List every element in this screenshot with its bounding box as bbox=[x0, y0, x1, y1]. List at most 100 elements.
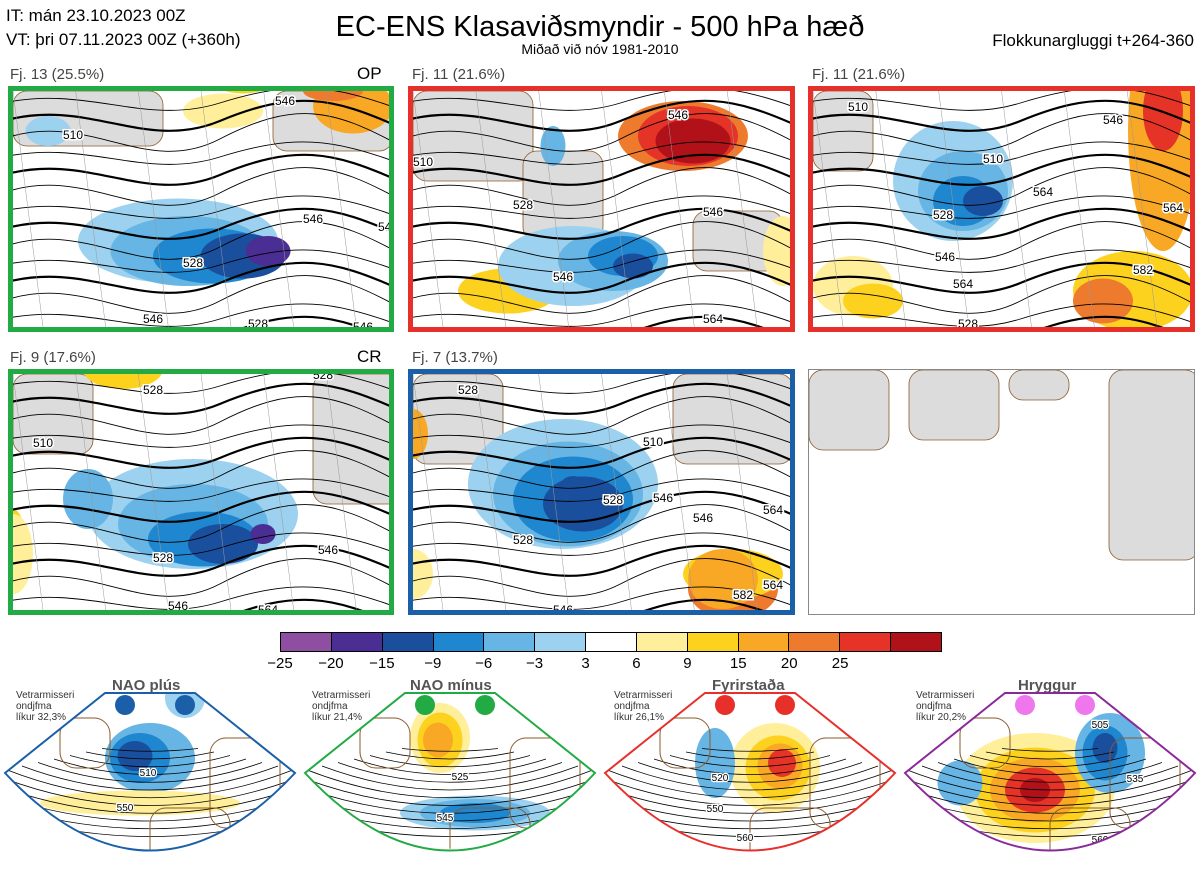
height-contour bbox=[413, 396, 790, 435]
height-contour bbox=[813, 153, 1190, 186]
contour-label: 528 bbox=[458, 383, 478, 397]
regime-contour bbox=[969, 755, 1131, 768]
height-contour bbox=[643, 315, 764, 327]
height-contour bbox=[413, 91, 790, 111]
contour-label: 528 bbox=[248, 317, 268, 327]
height-contour bbox=[13, 207, 389, 240]
land-mass bbox=[908, 370, 1000, 441]
regime-contour bbox=[369, 755, 531, 768]
anomaly-fill bbox=[250, 524, 276, 544]
height-contour bbox=[413, 558, 790, 597]
contour-label: 528 bbox=[958, 317, 978, 327]
height-contour bbox=[243, 598, 363, 610]
height-contour bbox=[413, 113, 790, 152]
contour-label: 546 bbox=[935, 250, 955, 264]
anomaly-fill bbox=[188, 524, 258, 564]
regime-contour bbox=[637, 762, 863, 783]
colorbar-tick-label: −6 bbox=[475, 655, 493, 672]
anomaly-fill bbox=[84, 374, 162, 389]
regime-frame bbox=[303, 692, 597, 852]
colorbar-swatch bbox=[433, 633, 485, 651]
cluster-map-4: 510 528 528 546 546 564 528 bbox=[8, 369, 394, 615]
colorbar-tick-label: 6 bbox=[632, 655, 641, 672]
height-contour bbox=[813, 99, 1190, 132]
land-mass bbox=[672, 374, 790, 465]
graticule-line bbox=[75, 374, 106, 610]
graticule-line bbox=[326, 91, 357, 327]
height-contour bbox=[413, 275, 790, 314]
regime-contour bbox=[5, 769, 295, 799]
regime-contour bbox=[653, 758, 847, 775]
contour-label: 510 bbox=[413, 155, 433, 169]
height-contour bbox=[13, 450, 389, 489]
regime-coastline bbox=[959, 717, 1011, 769]
regime-contour bbox=[53, 758, 247, 775]
height-contour bbox=[13, 195, 389, 219]
height-contour bbox=[813, 261, 1190, 294]
contour-label: 510 bbox=[983, 152, 1003, 166]
contour-label: 546 bbox=[303, 212, 323, 226]
height-contour bbox=[813, 207, 1190, 240]
colorbar-swatch bbox=[789, 633, 841, 651]
height-contour bbox=[413, 195, 790, 219]
page-title: EC-ENS Klasaviðsmyndir - 500 hPa hæð bbox=[335, 11, 865, 43]
graticule-line bbox=[75, 91, 106, 327]
land-mass bbox=[809, 370, 890, 451]
regime-contour bbox=[905, 772, 1195, 806]
empty-map-canvas bbox=[809, 370, 1194, 561]
height-contour bbox=[413, 207, 790, 240]
regime-contour bbox=[385, 751, 515, 760]
regime-contour bbox=[605, 772, 895, 806]
panel-3-label: Fj. 11 (21.6%) bbox=[812, 66, 906, 83]
contour-label: 564 bbox=[1163, 201, 1183, 215]
regime-contour bbox=[937, 762, 1163, 783]
contour-label: 564 bbox=[763, 578, 783, 592]
regime-ridge: Vetrarmisseri ondjfma líkur 20,2% Hryggur … bbox=[900, 677, 1200, 871]
regime-anomaly bbox=[937, 760, 983, 806]
map-canvas: 510 528 528 546 546 564 528 bbox=[13, 374, 389, 610]
page-subtitle: Miðað við nóv 1981-2010 bbox=[521, 41, 679, 57]
height-contour bbox=[13, 396, 389, 435]
height-contour bbox=[813, 221, 1190, 260]
contour-label: 528 bbox=[313, 374, 333, 382]
colorbar-tick-label: 3 bbox=[581, 655, 590, 672]
regime-marker-dot bbox=[115, 695, 135, 715]
height-contour bbox=[813, 303, 1190, 327]
height-contour bbox=[413, 424, 790, 448]
contour-label: 546 bbox=[668, 108, 688, 122]
regime-contour-label: 550 bbox=[117, 803, 134, 814]
regime-contour bbox=[685, 751, 815, 760]
panel-1-label: Fj. 13 (25.5%) bbox=[10, 66, 105, 83]
height-contour bbox=[13, 275, 389, 314]
land-mass bbox=[413, 91, 534, 182]
regime-marker-dot bbox=[475, 695, 495, 715]
graticule-line bbox=[326, 374, 357, 610]
regime-anomaly bbox=[1005, 851, 1035, 861]
colorbar-tick-label: −20 bbox=[318, 655, 344, 672]
height-contour bbox=[413, 450, 790, 489]
graticule-line bbox=[538, 91, 569, 327]
graticule-line bbox=[200, 91, 232, 327]
panel-4-label: Fj. 9 (17.6%) bbox=[10, 349, 96, 366]
colorbar-swatch bbox=[484, 633, 536, 651]
anomaly-fill bbox=[843, 283, 903, 319]
height-contour bbox=[413, 478, 790, 502]
map-canvas: 510 510 528 546 564 564 582 528 546 564 bbox=[813, 91, 1190, 327]
graticule-line bbox=[263, 374, 294, 610]
regime-marker-dot bbox=[775, 695, 795, 715]
graticule-line bbox=[875, 91, 907, 327]
cluster-map-1: 510 528 546 546 546 528 546 546 bbox=[8, 86, 394, 332]
regime-marker-dot bbox=[415, 695, 435, 715]
regime-contour bbox=[605, 769, 895, 799]
colorbar-swatch bbox=[738, 633, 790, 651]
land-mass bbox=[413, 374, 504, 465]
height-contour bbox=[813, 275, 1190, 314]
contour-label: 528 bbox=[183, 256, 203, 270]
height-contour bbox=[13, 113, 389, 152]
colorbar-swatch bbox=[331, 633, 383, 651]
regime-contour bbox=[305, 772, 595, 806]
regime-contour bbox=[5, 772, 295, 806]
anomaly-fill bbox=[1073, 278, 1133, 324]
colorbar-tick-label: 9 bbox=[683, 655, 692, 672]
